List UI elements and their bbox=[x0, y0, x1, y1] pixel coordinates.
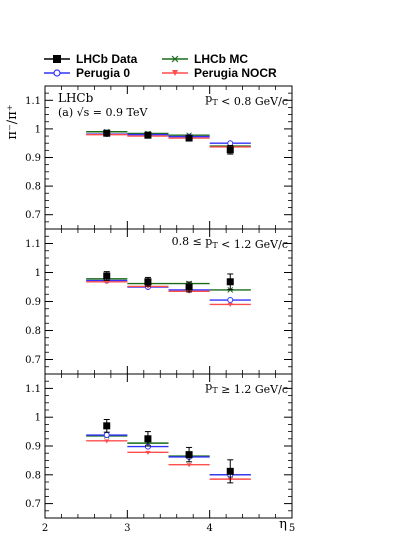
energy-label: (a) √s = 0.9 TeV bbox=[58, 106, 148, 119]
nocr-marker bbox=[104, 280, 110, 285]
data-point bbox=[103, 272, 111, 280]
series-lhcb-data bbox=[103, 271, 234, 293]
series-perugia-nocr bbox=[86, 280, 251, 307]
experiment-label: LHCb bbox=[58, 91, 94, 105]
y-tick-label: 0.9 bbox=[25, 442, 41, 453]
x-axis-label: η bbox=[279, 517, 287, 532]
panel-range-label: pT < 0.8 GeV/c bbox=[205, 92, 288, 108]
legend-item-lhcb-data: LHCb Data bbox=[44, 52, 138, 66]
y-tick-label: 0.7 bbox=[25, 210, 41, 221]
y-tick-label: 1 bbox=[35, 268, 41, 279]
data-point bbox=[226, 467, 234, 475]
panel-range-label: pT ≥ 1.2 GeV/c bbox=[205, 380, 288, 396]
data-point bbox=[185, 451, 193, 459]
perugia0-marker bbox=[227, 140, 234, 147]
y-tick-label: 1.1 bbox=[25, 384, 41, 395]
perugia0-marker bbox=[103, 432, 110, 439]
data-point bbox=[226, 278, 234, 286]
series-lhcb-data bbox=[103, 419, 234, 484]
data-point bbox=[144, 278, 152, 286]
y-tick-label: 1.1 bbox=[25, 96, 41, 107]
nocr-marker bbox=[227, 302, 233, 307]
nocr-marker bbox=[145, 450, 151, 455]
data-point bbox=[185, 134, 193, 142]
legend-item-lhcb-mc: LHCb MC bbox=[162, 52, 248, 66]
panel-3: 0.7 0.8 0.9 1 1.1 2 3 4 5 pT ≥ 1.2 GeV/c bbox=[25, 373, 295, 534]
perugia0-marker bbox=[227, 297, 234, 304]
legend-item-perugia-0: Perugia 0 bbox=[44, 66, 130, 80]
legend-label-perugia-nocr: Perugia NOCR bbox=[194, 66, 277, 80]
y-tick-label: 0.8 bbox=[25, 182, 41, 193]
series-perugia-nocr bbox=[86, 133, 251, 150]
y-tick-label: 0.9 bbox=[25, 153, 41, 164]
panel-2: 0.7 0.8 0.9 1 1.1 0.8 ≤ pT < 1.2 GeV/c bbox=[25, 228, 293, 375]
data-point bbox=[144, 435, 152, 443]
legend-label-lhcb-data: LHCb Data bbox=[76, 52, 138, 66]
x-tick-label: 3 bbox=[124, 523, 130, 534]
nocr-marker bbox=[186, 463, 192, 468]
x-tick-label: 5 bbox=[289, 523, 295, 534]
y-axis-label: π⁻/π⁺ bbox=[5, 104, 20, 139]
legend-label-lhcb-mc: LHCb MC bbox=[194, 52, 248, 66]
legend: LHCb Data LHCb MC Perugia 0 Perugia NOCR bbox=[44, 52, 277, 80]
y-tick-label: 1.1 bbox=[25, 239, 41, 250]
panels: 0.7 0.8 0.9 1 1.1 pT < 0.8 GeV/c 0.7 0.8 0.9 1 1.1… bbox=[25, 85, 295, 534]
x-tick-label: 2 bbox=[42, 523, 48, 534]
x-tick-label: 4 bbox=[206, 523, 212, 534]
y-tick-label: 1 bbox=[35, 124, 41, 135]
y-tick-label: 0.7 bbox=[25, 499, 41, 510]
data-point bbox=[144, 131, 152, 139]
series-perugia-0 bbox=[86, 432, 251, 478]
series-lhcb-mc bbox=[86, 433, 251, 478]
y-tick-label: 0.9 bbox=[25, 297, 41, 308]
data-point bbox=[226, 146, 234, 154]
series-lhcb-mc bbox=[86, 128, 251, 149]
data-point bbox=[185, 283, 193, 291]
legend-item-perugia-nocr: Perugia NOCR bbox=[162, 66, 277, 80]
legend-label-perugia-0: Perugia 0 bbox=[76, 66, 130, 80]
nocr-marker bbox=[104, 439, 110, 444]
y-tick-label: 0.8 bbox=[25, 326, 41, 337]
data-point bbox=[103, 422, 111, 430]
y-tick-label: 0.8 bbox=[25, 470, 41, 481]
y-tick-label: 0.7 bbox=[25, 355, 41, 366]
data-point bbox=[103, 129, 111, 137]
panel-range-label: 0.8 ≤ pT < 1.2 GeV/c bbox=[172, 235, 288, 251]
series-lhcb-data bbox=[103, 129, 234, 155]
y-tick-label: 1 bbox=[35, 413, 41, 424]
